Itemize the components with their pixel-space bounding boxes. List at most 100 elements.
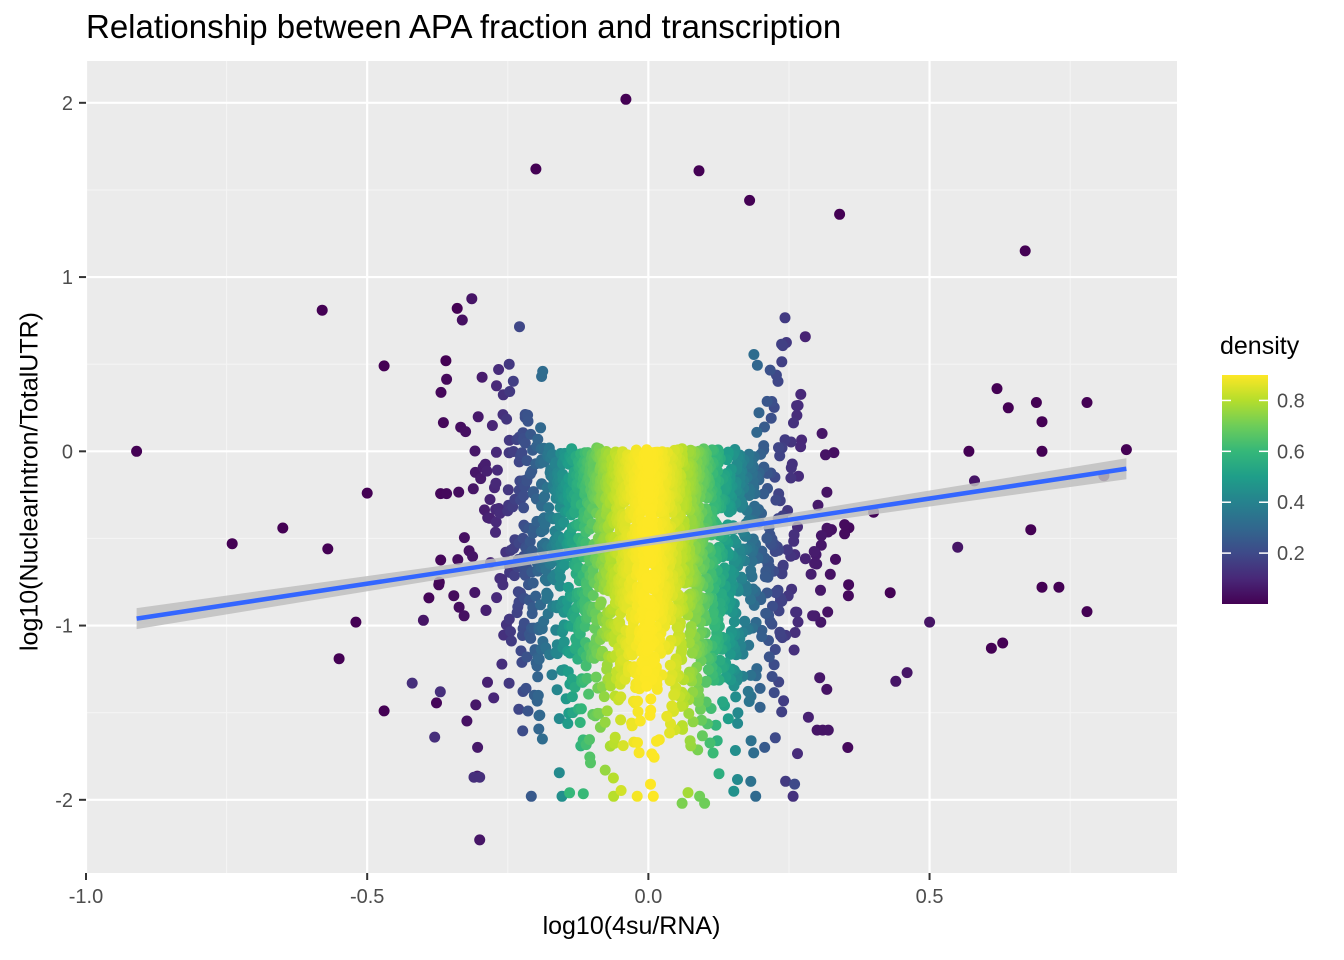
data-point	[1120, 444, 1132, 456]
data-point	[756, 631, 768, 642]
data-point	[559, 559, 571, 571]
y-tick-label: 0	[62, 441, 73, 463]
data-point	[1036, 445, 1048, 457]
data-point	[333, 653, 345, 665]
data-point	[781, 544, 793, 556]
data-point	[1030, 397, 1042, 408]
data-point	[518, 490, 530, 502]
data-point	[507, 375, 519, 387]
y-axis: 2 1 0 -1 -2	[55, 93, 86, 812]
data-point	[590, 671, 602, 683]
data-point	[599, 764, 611, 776]
data-point	[822, 606, 834, 618]
data-point	[642, 516, 654, 528]
color-legend: 0.2 0.4 0.6 0.8	[1222, 375, 1305, 604]
data-point	[532, 671, 544, 683]
data-point	[799, 553, 811, 565]
data-point	[997, 637, 1009, 649]
data-point	[963, 445, 975, 457]
trend-line-group	[136, 458, 1127, 630]
data-point	[562, 718, 574, 729]
data-point	[682, 787, 694, 799]
data-point	[754, 682, 766, 694]
data-point	[713, 768, 725, 780]
data-point	[626, 649, 638, 661]
data-point	[952, 541, 964, 553]
legend-title: density	[1220, 332, 1300, 360]
data-point	[728, 785, 740, 797]
data-point	[759, 741, 771, 753]
x-tick-label: -1.0	[69, 886, 103, 908]
data-point	[991, 383, 1003, 395]
data-point	[842, 742, 854, 753]
data-point	[448, 590, 460, 602]
data-point	[702, 664, 714, 676]
data-point	[642, 480, 654, 492]
data-point	[692, 696, 704, 708]
data-point	[617, 740, 629, 752]
data-point	[1036, 416, 1048, 428]
data-point	[519, 437, 531, 449]
data-point	[790, 606, 802, 618]
data-point	[475, 473, 487, 485]
legend-tick-label: 0.2	[1277, 543, 1305, 565]
data-point	[642, 447, 653, 459]
data-point	[812, 499, 824, 511]
data-point	[742, 685, 754, 697]
data-point	[491, 380, 502, 392]
data-point	[664, 675, 676, 687]
data-point	[554, 580, 566, 592]
data-point	[748, 349, 760, 360]
data-point	[466, 293, 478, 305]
data-point	[732, 707, 744, 719]
data-point	[821, 683, 833, 695]
data-point	[815, 530, 827, 542]
data-point	[758, 488, 770, 500]
data-point	[724, 648, 736, 660]
data-point	[607, 772, 619, 784]
x-tick-label: 0.5	[916, 886, 944, 908]
data-point	[350, 616, 362, 628]
data-point	[480, 604, 492, 616]
data-point	[661, 710, 673, 722]
data-point	[533, 653, 545, 665]
data-point	[509, 570, 520, 582]
data-point	[277, 522, 289, 534]
data-point	[985, 642, 997, 654]
data-point	[486, 420, 498, 431]
data-point	[503, 358, 515, 370]
data-point	[609, 731, 621, 743]
data-point	[226, 538, 238, 550]
data-point	[577, 788, 589, 800]
data-point	[378, 360, 390, 372]
data-point	[584, 734, 595, 746]
data-point	[1002, 402, 1014, 414]
data-point	[452, 554, 464, 566]
data-point	[553, 767, 565, 779]
data-point	[683, 708, 695, 719]
data-point	[482, 676, 493, 688]
data-point	[493, 364, 505, 375]
data-point	[461, 715, 473, 727]
data-point	[1019, 245, 1031, 257]
x-axis: -1.0 -0.5 0.0 0.5	[69, 873, 944, 908]
data-point	[491, 592, 503, 604]
data-point	[491, 464, 503, 476]
y-tick-label: -1	[55, 616, 73, 638]
data-point	[901, 667, 913, 679]
data-point	[361, 487, 373, 499]
data-point	[765, 412, 777, 424]
data-point	[743, 639, 755, 651]
data-point	[458, 532, 470, 544]
data-point	[488, 692, 500, 704]
data-point	[537, 365, 549, 377]
data-point	[754, 701, 766, 713]
data-point	[476, 371, 488, 383]
data-point	[646, 748, 658, 760]
data-point	[1053, 581, 1065, 593]
data-point	[554, 571, 566, 583]
data-point	[525, 790, 537, 802]
data-point	[774, 626, 786, 638]
data-point	[429, 731, 441, 743]
legend-tick-label: 0.8	[1277, 390, 1305, 412]
